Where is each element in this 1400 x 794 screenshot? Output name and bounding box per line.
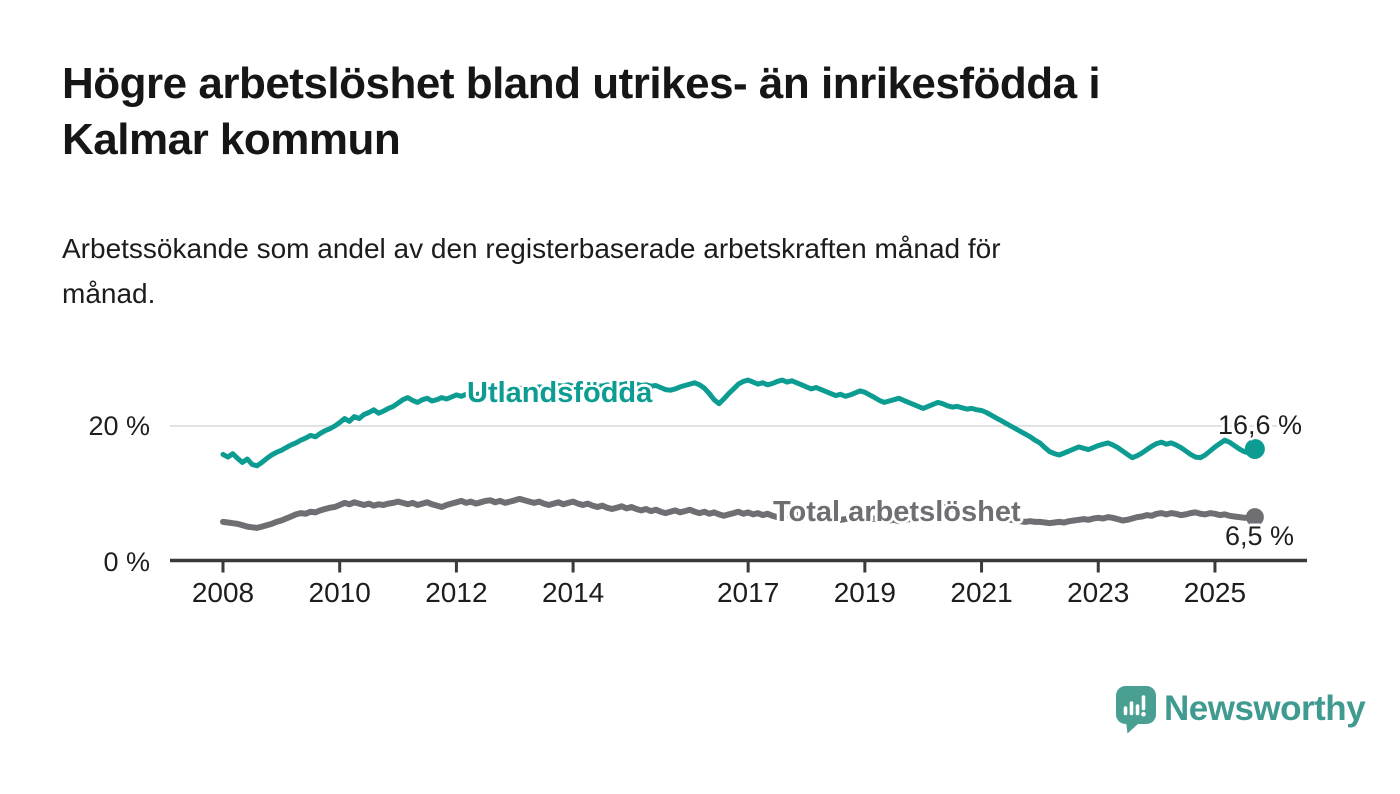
x-axis-tick-label: 2019 — [833, 577, 896, 608]
x-axis-tick-label: 2012 — [425, 577, 488, 608]
x-axis-tick-label: 2021 — [950, 577, 1013, 608]
y-axis-tick-label: 0 % — [103, 547, 150, 577]
x-axis-tick-label: 2008 — [191, 577, 255, 608]
series-label-utlandsfodda: Utlandsfödda — [467, 377, 653, 409]
newsworthy-logo-icon — [1116, 686, 1156, 734]
page-title: Högre arbetslöshet bland utrikes- än inr… — [62, 59, 1101, 164]
end-value-label-total: 6,5 % — [1225, 521, 1295, 551]
brand-name: Newsworthy — [1164, 689, 1366, 728]
x-axis-tick-label: 2010 — [308, 577, 371, 608]
x-axis-tick-label: 2014 — [541, 577, 605, 608]
x-axis-tick-label: 2025 — [1183, 577, 1247, 608]
x-axis-tick-label: 2023 — [1067, 577, 1130, 608]
end-value-label-utlandsfodda: 16,6 % — [1218, 410, 1303, 440]
subtitle: Arbetssökande som andel av den registerb… — [62, 233, 1001, 309]
y-axis-tick-label: 20 % — [88, 411, 150, 441]
x-axis-tick-label: 2017 — [716, 577, 780, 608]
series-label-total-arbetsloshet: Total arbetslöshet — [773, 496, 1021, 528]
